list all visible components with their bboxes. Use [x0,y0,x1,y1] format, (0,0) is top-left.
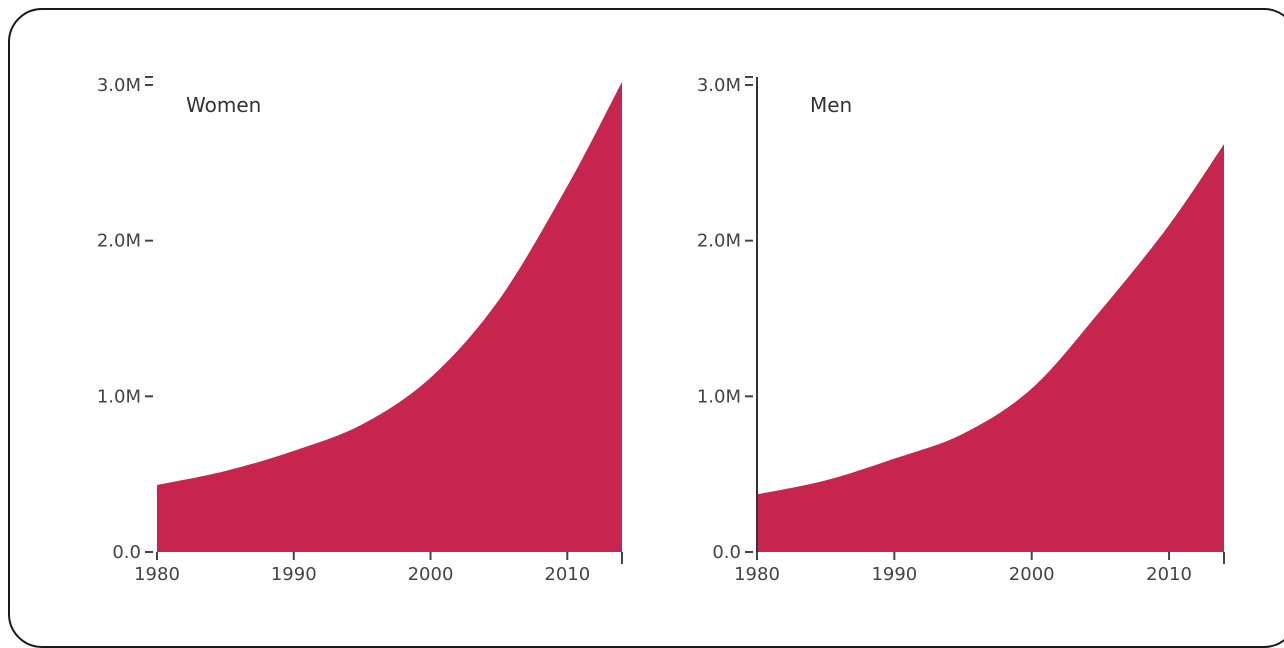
x-tick-label-2000: 2000 [1009,564,1055,585]
y-tick-label-2: 2.0M [97,231,141,252]
x-tick-label-1990: 1990 [871,564,917,585]
x-tick-label-1980: 1980 [134,564,180,585]
panel-title-men: Men [810,93,852,117]
x-tick-label-2010: 2010 [544,564,590,585]
x-tick-label-1990: 1990 [271,564,317,585]
panel-women: 1980 1990 2000 2010 0.0 1.0M 2.0M 3.0M Women [97,75,623,585]
x-tick-label-2010: 2010 [1146,564,1192,585]
x-tick-label-1980: 1980 [734,564,780,585]
area-series-men [757,144,1224,553]
y-tick-label-2: 2.0M [697,231,741,252]
area-series-women [157,81,622,553]
y-tick-label-0: 0.0 [112,542,141,563]
panel-men: 1980 1990 2000 2010 0.0 1.0M 2.0M 3.0M Men [697,75,1225,585]
chart-svg: 1980 1990 2000 2010 0.0 1.0M 2.0M 3.0M Women 198… [97,75,1225,585]
y-tick-label-3: 3.0M [697,75,741,96]
y-tick-label-1: 1.0M [97,386,141,407]
x-tick-label-2000: 2000 [408,564,454,585]
y-tick-label-3: 3.0M [97,75,141,96]
y-tick-label-1: 1.0M [697,386,741,407]
panel-title-women: Women [186,93,261,117]
y-tick-label-0: 0.0 [712,542,741,563]
